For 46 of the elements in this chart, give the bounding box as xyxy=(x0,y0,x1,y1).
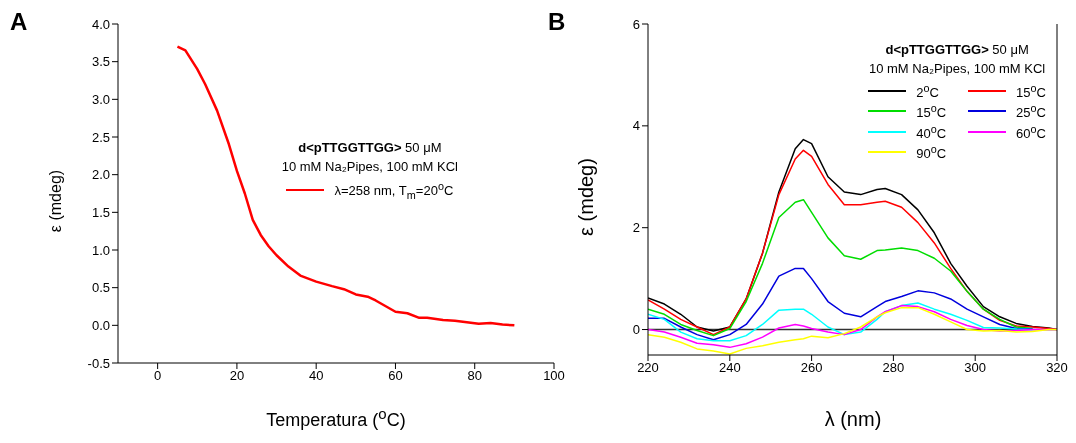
x-tick-label: 80 xyxy=(467,368,482,384)
x-tick-label: 0 xyxy=(154,368,162,384)
annotation: 10 mM Na₂Pipes, 100 mM KCl xyxy=(868,60,1046,78)
legend-label: 40$^{o}$C xyxy=(916,122,947,141)
chart-title: A xyxy=(10,8,28,36)
y-tick-label: 6 xyxy=(632,16,640,32)
x-tick-label: 100 xyxy=(543,368,565,384)
annotation: d<pTTGGTTGG> 50 μM xyxy=(884,41,1030,59)
x-tick-label: 260 xyxy=(800,360,823,376)
y-tick-label: 4.0 xyxy=(91,16,110,32)
x-tick-label: 300 xyxy=(964,360,987,376)
x-tick-label: 320 xyxy=(1046,360,1068,376)
x-axis-title: λ (nm) xyxy=(824,408,882,430)
x-tick-label: 240 xyxy=(718,360,741,376)
y-tick-label: 3.0 xyxy=(91,91,110,107)
y-tick-label: -0.5 xyxy=(87,355,110,371)
y-tick-label: 1.0 xyxy=(91,242,110,258)
x-axis-title: Temperatura ($^{o}$C) xyxy=(266,405,406,430)
y-tick-label: 0 xyxy=(632,322,640,338)
y-tick-label: 0.0 xyxy=(91,317,110,333)
y-tick-label: 2.5 xyxy=(91,129,110,145)
y-tick-label: 4 xyxy=(632,118,640,134)
legend-label: 60$^{o}$C xyxy=(1016,122,1046,141)
y-axis-title: ε (mdeg) xyxy=(47,169,64,232)
x-tick-label: 40 xyxy=(308,368,324,384)
y-tick-label: 2.0 xyxy=(91,167,110,183)
legend-label: 15$^{o}$C xyxy=(1016,82,1046,101)
chart-title: B xyxy=(548,8,566,36)
legend-label: 15$^{o}$C xyxy=(916,102,947,121)
y-axis-title: ε (mdeg) xyxy=(574,157,597,236)
y-tick-label: 0.5 xyxy=(91,280,110,296)
x-tick-label: 60 xyxy=(388,368,403,384)
y-tick-label: 3.5 xyxy=(91,54,110,70)
line-series xyxy=(176,45,516,327)
annotation: 10 mM Na₂Pipes, 100 mM KCl xyxy=(281,158,458,176)
legend-label: 25$^{o}$C xyxy=(1016,102,1046,121)
x-tick-label: 220 xyxy=(637,360,659,376)
annotation: d<pTTGGTTGG> 50 μM xyxy=(297,139,443,157)
x-tick-label: 20 xyxy=(229,368,245,384)
y-tick-label: 2 xyxy=(632,220,640,236)
y-tick-label: 1.5 xyxy=(91,204,110,220)
legend-label: 90$^{o}$C xyxy=(916,142,947,162)
legend-label: λ=258 nm, T$_{m}$=20$^{o}$C xyxy=(334,180,454,201)
x-tick-label: 280 xyxy=(882,360,905,376)
line-series xyxy=(648,267,1034,341)
legend-label: 2$^{o}$C xyxy=(916,82,939,101)
